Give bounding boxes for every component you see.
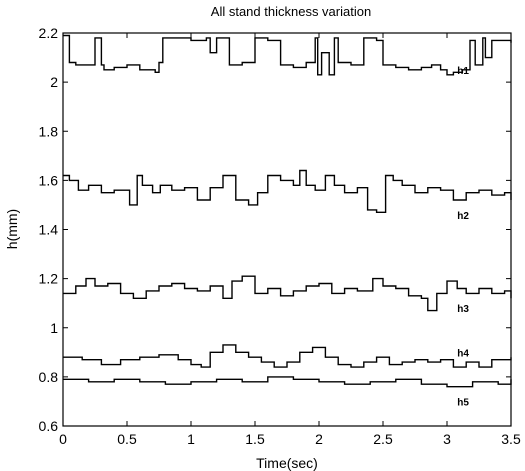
y-tick-label: 1.8 xyxy=(39,123,59,139)
series-line-h1 xyxy=(63,34,512,76)
x-tick-label: 1 xyxy=(187,431,195,447)
x-tick-label: 3 xyxy=(443,431,451,447)
x-tick-label: 0 xyxy=(59,431,67,447)
series-line-h4 xyxy=(63,344,512,368)
y-tick-label: 1.6 xyxy=(39,172,59,188)
series-line-h2 xyxy=(63,169,512,213)
y-tick-label: 1.4 xyxy=(39,222,59,238)
series-label-h2: h2 xyxy=(457,211,469,222)
series-line-h5 xyxy=(63,376,512,388)
plot-area: h1 h2 h3 h4 h5 xyxy=(62,32,512,427)
y-tick-label: 0.6 xyxy=(39,418,59,434)
x-tick-label: 2.5 xyxy=(373,431,393,447)
series-label-h3: h3 xyxy=(457,304,469,315)
series-line-h3 xyxy=(63,275,512,312)
y-tick-label: 1.2 xyxy=(39,271,59,287)
y-axis-label: h(mm) xyxy=(4,209,20,249)
y-tick-label: 1 xyxy=(50,320,58,336)
series-label-h1: h1 xyxy=(457,66,469,77)
y-tick-label: 0.8 xyxy=(39,369,59,385)
y-tick-label: 2 xyxy=(50,74,58,90)
chart-title: All stand thickness variation xyxy=(211,4,371,19)
series-label-layer: h1 h2 h3 h4 h5 xyxy=(457,66,469,409)
x-axis-ticks: 0 0.5 1 1.5 2 2.5 3 3.5 xyxy=(59,33,521,447)
x-tick-label: 3.5 xyxy=(501,431,521,447)
series-label-h4: h4 xyxy=(457,348,469,359)
series-label-h5: h5 xyxy=(457,397,469,408)
series-layer xyxy=(63,34,512,388)
x-tick-label: 2 xyxy=(315,431,323,447)
x-tick-label: 0.5 xyxy=(117,431,137,447)
y-axis-ticks: 0.6 0.8 1 1.2 1.4 1.6 1.8 2 2.2 xyxy=(39,25,511,434)
x-axis-label: Time(sec) xyxy=(256,455,318,471)
y-tick-label: 2.2 xyxy=(39,25,59,41)
x-tick-label: 1.5 xyxy=(245,431,265,447)
